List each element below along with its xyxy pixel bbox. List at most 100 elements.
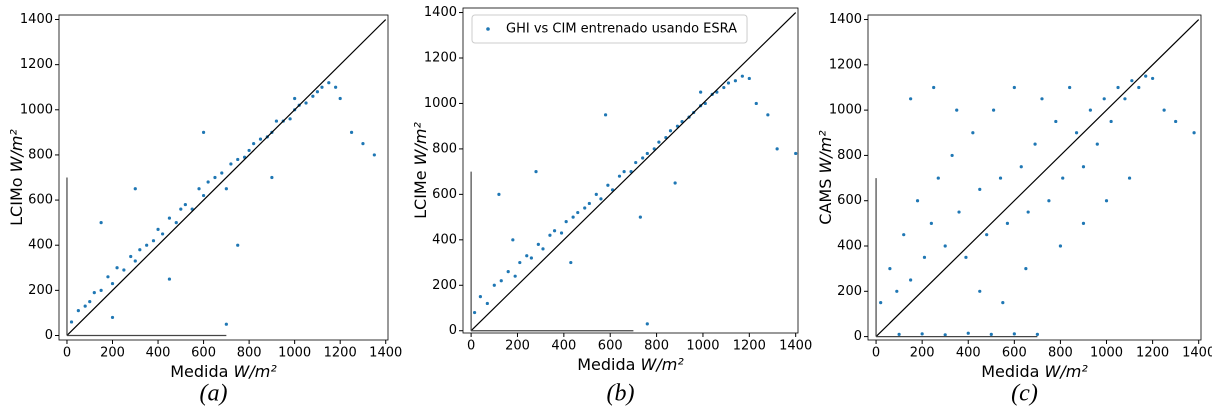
- point: [513, 274, 517, 278]
- point: [133, 187, 137, 191]
- point: [129, 254, 133, 259]
- point: [1144, 74, 1148, 78]
- point: [315, 90, 320, 94]
- point: [564, 220, 568, 224]
- point: [1024, 267, 1028, 271]
- x-label-text: Medida: [170, 362, 228, 381]
- point: [99, 221, 103, 225]
- point: [534, 170, 538, 174]
- point: [236, 157, 240, 162]
- point: [252, 142, 256, 146]
- plot-area: [470, 12, 798, 332]
- x-label-unit: W/m²: [641, 355, 685, 374]
- point: [518, 260, 522, 265]
- point: [978, 187, 982, 191]
- point: [485, 301, 489, 306]
- point: [167, 216, 172, 220]
- point: [156, 227, 160, 232]
- point: [258, 137, 263, 141]
- point: [160, 232, 165, 236]
- point: [270, 175, 274, 180]
- point: [1054, 119, 1058, 124]
- point: [1192, 131, 1196, 135]
- y-tick-label: 200: [837, 284, 862, 299]
- point: [529, 256, 533, 260]
- point: [722, 85, 726, 90]
- point: [943, 333, 947, 337]
- point: [197, 187, 201, 191]
- x-axis-label: Medida W/m²: [981, 362, 1088, 381]
- point: [1074, 131, 1079, 135]
- point: [673, 181, 677, 185]
- point: [895, 289, 899, 293]
- point: [311, 94, 315, 98]
- y-tick-label: 200: [432, 278, 457, 293]
- point: [879, 301, 883, 305]
- point: [634, 160, 638, 165]
- point: [304, 101, 308, 105]
- legend-label: GHI vs CIM entrenado usando ESRA: [506, 22, 737, 37]
- point: [541, 247, 545, 251]
- point: [998, 176, 1003, 180]
- point: [88, 300, 92, 304]
- point: [174, 221, 178, 225]
- point: [909, 97, 913, 101]
- x-tick-label: 400: [956, 346, 981, 361]
- point: [183, 202, 187, 207]
- y-tick-label: 600: [28, 193, 53, 208]
- y-tick-label: 1200: [829, 57, 862, 72]
- y-tick-label: 1400: [829, 12, 862, 27]
- y-tick-label: 1200: [424, 51, 457, 66]
- y-axis-label: CAMS W/m²: [816, 130, 835, 225]
- point: [1109, 119, 1113, 124]
- point: [122, 268, 126, 272]
- point: [1151, 76, 1155, 81]
- caption: (a): [200, 381, 228, 407]
- point: [220, 171, 224, 175]
- point: [201, 130, 206, 134]
- point: [133, 259, 137, 263]
- y-tick-label: 1400: [424, 5, 457, 20]
- point: [902, 233, 906, 237]
- point: [699, 90, 703, 94]
- x-tick-label: 200: [100, 346, 125, 361]
- point: [733, 79, 738, 83]
- point: [583, 206, 587, 210]
- point: [1104, 199, 1109, 203]
- point: [361, 142, 365, 146]
- point: [288, 117, 292, 121]
- point: [603, 113, 608, 117]
- point: [69, 320, 74, 324]
- y-tick-label: 0: [45, 328, 53, 343]
- plot-area: [875, 19, 1200, 338]
- point: [897, 332, 901, 336]
- x-tick-label: 1000: [686, 339, 719, 354]
- point: [110, 281, 115, 286]
- point: [971, 131, 975, 135]
- subplot: 0 200 400 600 800 1000 1200 1400 0 200 400 600 800 10…: [7, 12, 403, 407]
- x-tick-label: 1400: [369, 346, 402, 361]
- legend-box: [471, 14, 748, 44]
- point: [943, 244, 947, 248]
- point: [587, 201, 591, 206]
- point: [506, 270, 510, 274]
- point: [83, 304, 87, 308]
- point: [569, 260, 573, 265]
- point: [1068, 85, 1072, 90]
- point: [99, 288, 103, 292]
- x-tick-label: 800: [644, 339, 669, 354]
- point: [213, 175, 217, 180]
- point: [920, 332, 924, 336]
- point: [1127, 176, 1132, 180]
- plot-area: [66, 19, 387, 337]
- point: [606, 183, 610, 187]
- point: [1019, 165, 1023, 169]
- point: [334, 85, 338, 89]
- point: [775, 147, 779, 151]
- x-label-text: Medida: [981, 362, 1039, 381]
- legend: GHI vs CIM entrenado usando ESRA: [471, 14, 748, 44]
- point: [110, 315, 115, 320]
- x-axis-label: Medida W/m²: [577, 355, 684, 374]
- x-tick-label: 1000: [1090, 346, 1123, 361]
